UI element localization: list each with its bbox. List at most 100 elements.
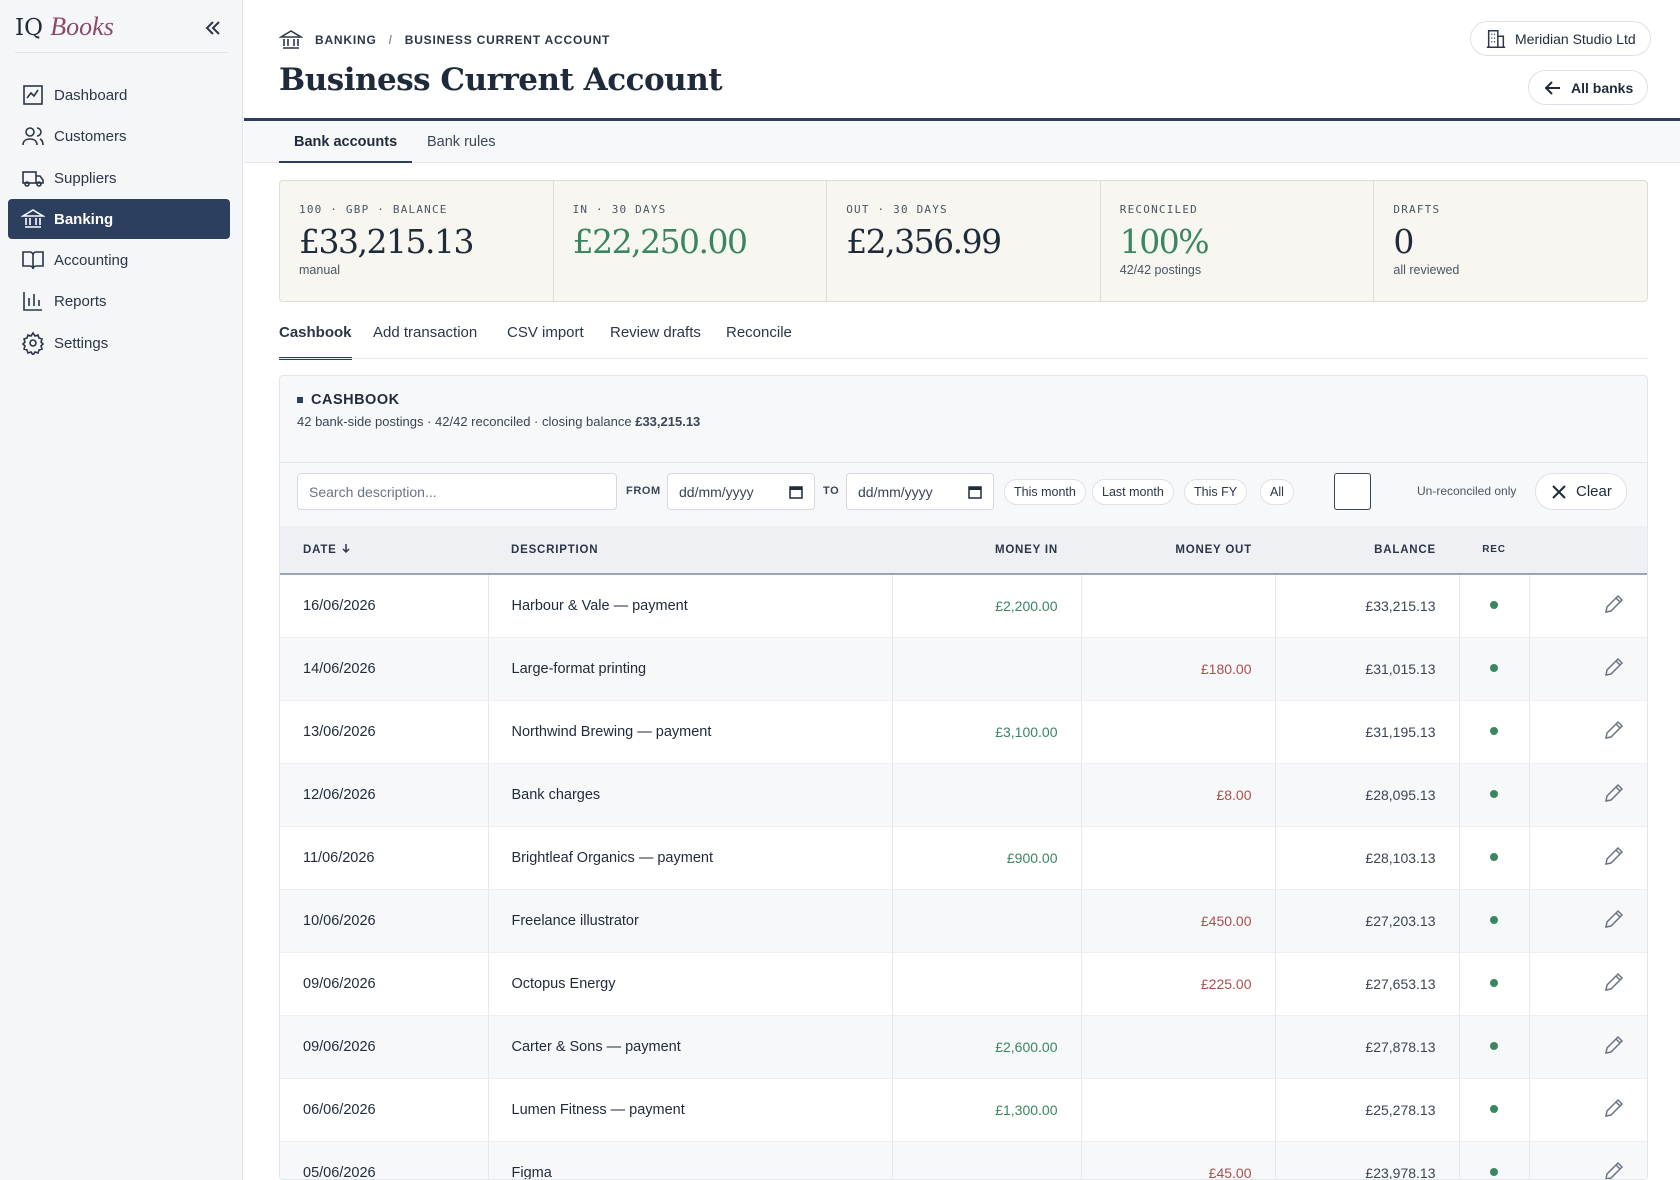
nav-item[interactable]: Accounting [8,240,230,280]
reconciled-cell [1459,637,1530,701]
tab-bar: Bank accounts Bank rules [244,121,1680,163]
preset-chip[interactable]: This FY [1184,479,1248,505]
breadcrumb-separator: / [388,33,393,47]
table-cell: Lumen Fitness — payment [488,1078,893,1142]
reconciled-dot [1490,789,1498,798]
breadcrumb-current: BUSINESS CURRENT ACCOUNT [404,33,611,47]
reconciled-cell [1459,700,1530,764]
edit-button[interactable] [1602,592,1626,616]
closing-balance: £33,215.13 [635,414,701,429]
date-to[interactable]: dd/mm/yyyy [846,473,994,510]
edit-button[interactable] [1602,781,1626,805]
subtab[interactable]: Review drafts [610,324,701,341]
preset-chip[interactable]: Last month [1092,479,1174,505]
edit-cell [1529,700,1647,764]
unreconciled-checkbox[interactable] [1334,473,1371,510]
table-cell: £25,278.13 [1275,1078,1460,1142]
tab[interactable]: Bank rules [427,134,496,150]
edit-cell [1529,574,1647,638]
back-button[interactable]: All banks [1528,70,1649,105]
table-row: 09/06/2026 Carter & Sons — payment £2,600.… [280,1015,1647,1079]
edit-button[interactable] [1602,655,1626,679]
nav-label: Dashboard [54,86,128,104]
filter-label: FROM [626,485,661,497]
nav-item[interactable]: Dashboard [8,75,230,115]
stat-label: OUT · 30 DAYS [846,203,948,216]
filter-label: TO [823,485,840,497]
table-cell: 09/06/2026 [280,1015,489,1079]
subtab[interactable]: Cashbook [279,324,352,360]
column-header: BALANCE [1275,526,1459,575]
edit-button[interactable] [1602,970,1626,994]
subtab[interactable]: Add transaction [373,324,478,341]
table-cell: 11/06/2026 [280,826,489,890]
nav-label: Settings [54,334,109,352]
stat: OUT · 30 DAYS £2,356.99 [827,181,1101,301]
cashbook-panel: CASHBOOK 42 bank-side postings · 42/42 r… [279,375,1648,1180]
breadcrumb-link[interactable]: BANKING [315,33,377,47]
edit-button[interactable] [1602,1033,1626,1057]
table-body: 16/06/2026 Harbour & Vale — payment £2,200… [280,574,1647,1180]
reconciled-cell [1459,574,1530,638]
reconciled-cell [1459,1141,1530,1179]
nav-label: Suppliers [54,169,117,187]
table-cell [1081,1015,1276,1079]
edit-cell [1529,889,1647,953]
reconciled-cell [1459,889,1530,953]
nav-item[interactable]: Settings [8,323,230,363]
stat-value: 0 [1393,222,1414,261]
stat: 100 · GBP · BALANCE £33,215.13 manual [280,181,554,301]
table-cell: Carter & Sons — payment [488,1015,893,1079]
edit-button[interactable] [1602,1096,1626,1120]
panel-title: CASHBOOK [311,392,400,408]
table-cell: 12/06/2026 [280,763,489,827]
table-cell: 14/06/2026 [280,637,489,701]
stat-note: 42/42 postings [1119,263,1202,277]
nav-item[interactable]: Customers [8,116,230,156]
table-cell: £2,200.00 [892,574,1082,638]
table-cell: £28,095.13 [1275,763,1460,827]
table-cell: £450.00 [1081,889,1276,953]
stat-label: DRAFTS [1393,203,1441,216]
page-title: Business Current Account [279,62,723,98]
edit-cell [1529,826,1647,890]
table-cell: £33,215.13 [1275,574,1460,638]
subtab[interactable]: Reconcile [726,324,792,341]
edit-button[interactable] [1602,1159,1626,1180]
collapse-button[interactable] [203,18,223,38]
subtab[interactable]: CSV import [507,324,584,341]
preset-chip[interactable]: This month [1004,479,1086,505]
reconciled-cell [1459,1078,1530,1142]
edit-button[interactable] [1602,907,1626,931]
column-header[interactable]: DATE [280,526,488,575]
nav-label: Customers [54,127,127,145]
preset-chip[interactable]: All [1260,479,1294,505]
nav-item[interactable]: Banking [8,199,230,239]
table-row: 06/06/2026 Lumen Fitness — payment £1,300.… [280,1078,1647,1142]
tab[interactable]: Bank accounts [279,121,413,163]
date-from[interactable]: dd/mm/yyyy [667,473,815,510]
company-switcher[interactable]: Meridian Studio Ltd [1470,21,1651,56]
search-input[interactable]: Search description... [297,473,617,510]
edit-button[interactable] [1602,844,1626,868]
table-cell: Harbour & Vale — payment [488,574,893,638]
edit-cell [1529,763,1647,827]
stat-value: £2,356.99 [846,222,1002,261]
nav-item[interactable]: Reports [8,281,230,321]
nav-item[interactable]: Suppliers [8,158,230,198]
reconciled-dot [1490,1167,1498,1176]
clear-button[interactable]: Clear [1535,473,1627,510]
logo-brand: IQ [15,15,43,41]
logo[interactable]: IQ Books [15,12,114,42]
table-cell: £27,878.13 [1275,1015,1460,1079]
date-placeholder: dd/mm/yyyy [858,483,933,500]
edit-button[interactable] [1602,718,1626,742]
column-header: DESCRIPTION [488,526,892,575]
reconciled-dot [1490,1104,1498,1113]
stat-label: RECONCILED [1119,203,1199,216]
table-cell: 16/06/2026 [280,574,489,638]
table-cell [1081,826,1276,890]
panel-header: CASHBOOK [297,392,400,408]
stat-value: £33,215.13 [299,222,474,261]
